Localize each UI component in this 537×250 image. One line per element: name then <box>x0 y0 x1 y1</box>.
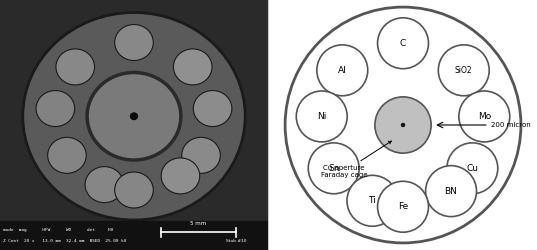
Ellipse shape <box>459 91 510 142</box>
Ellipse shape <box>317 45 368 96</box>
Circle shape <box>115 172 153 208</box>
Text: 200 micron: 200 micron <box>491 122 531 128</box>
Text: Cu: Cu <box>466 164 478 173</box>
Circle shape <box>193 90 232 126</box>
Text: 5 mm: 5 mm <box>190 221 206 226</box>
Ellipse shape <box>438 45 489 96</box>
Text: Stub #10: Stub #10 <box>226 238 246 242</box>
Circle shape <box>56 49 95 85</box>
Circle shape <box>48 137 86 173</box>
Ellipse shape <box>401 123 405 127</box>
Text: Al: Al <box>338 66 347 75</box>
Text: SiO2: SiO2 <box>455 66 473 75</box>
Ellipse shape <box>426 166 476 216</box>
Text: Sn: Sn <box>328 164 339 173</box>
Ellipse shape <box>378 18 429 69</box>
Circle shape <box>23 12 245 220</box>
Circle shape <box>173 49 212 85</box>
Text: Ni: Ni <box>317 112 326 121</box>
Circle shape <box>36 90 75 126</box>
Circle shape <box>161 158 200 194</box>
Text: Z Cont  20 x   13.0 mm  32.4 mm  BSED  25.00 kV: Z Cont 20 x 13.0 mm 32.4 mm BSED 25.00 k… <box>3 238 126 242</box>
Text: Cu aperture
Faraday cage: Cu aperture Faraday cage <box>321 141 391 178</box>
Circle shape <box>87 72 181 160</box>
Text: mode  mag      HFW      WD      det     HV: mode mag HFW WD det HV <box>3 228 113 232</box>
Ellipse shape <box>447 143 498 194</box>
Text: Fe: Fe <box>398 202 408 211</box>
Ellipse shape <box>308 143 359 194</box>
Circle shape <box>85 167 124 203</box>
Text: Mo: Mo <box>478 112 491 121</box>
Ellipse shape <box>378 181 429 232</box>
Ellipse shape <box>375 97 431 153</box>
Ellipse shape <box>285 7 521 243</box>
Bar <box>0 221 268 250</box>
Circle shape <box>115 24 153 60</box>
Ellipse shape <box>296 91 347 142</box>
Circle shape <box>182 137 220 173</box>
Circle shape <box>130 113 137 119</box>
Text: Ti: Ti <box>368 196 376 205</box>
Ellipse shape <box>347 175 398 226</box>
Text: BN: BN <box>445 187 458 196</box>
Text: C: C <box>400 39 406 48</box>
